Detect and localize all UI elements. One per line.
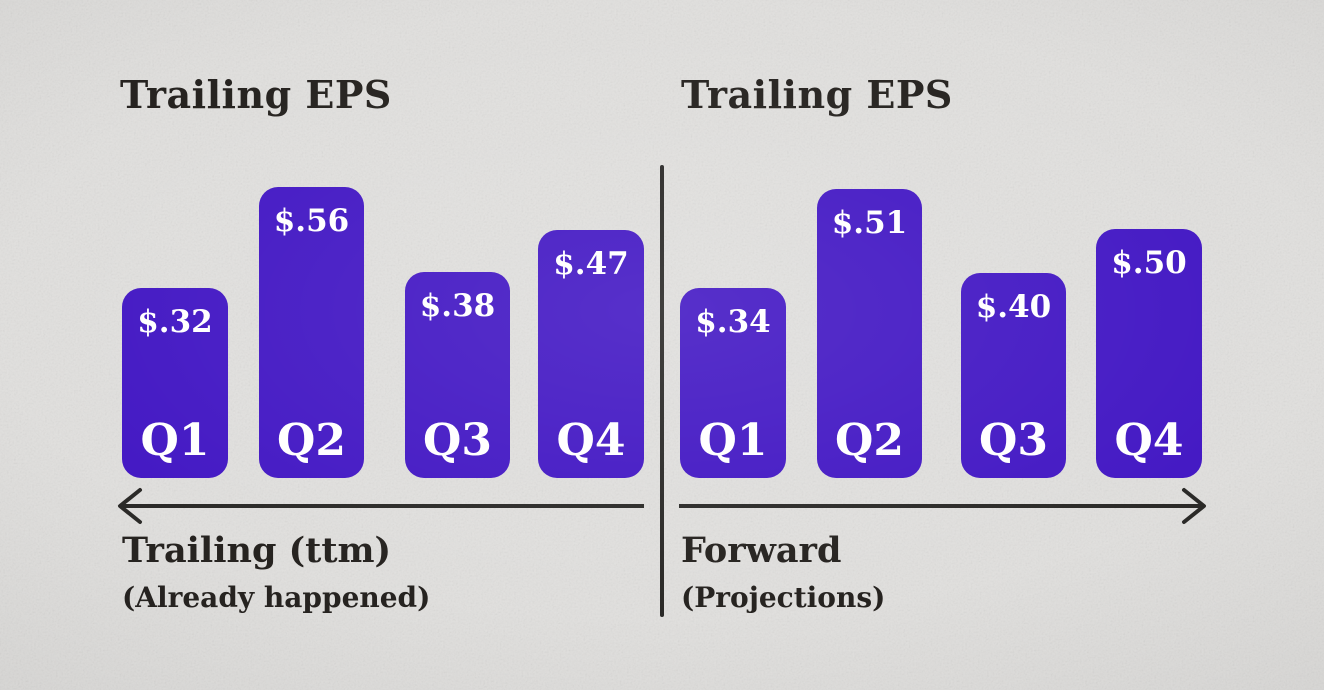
bar-trailing-q3: $.38 Q3 (405, 272, 510, 478)
bar-quarter-label: Q3 (423, 415, 492, 467)
axis-note-forward: (Projections) (681, 581, 886, 614)
forward-right-arrow-icon (679, 488, 1206, 524)
bar-forward-q2: $.51 Q2 (817, 189, 922, 478)
bar-value-label: $.40 (975, 289, 1052, 325)
bar-trailing-q1: $.32 Q1 (122, 288, 228, 478)
bar-value-label: $.47 (553, 246, 629, 282)
bar-value-label: $.32 (137, 304, 213, 340)
bar-forward-q4: $.50 Q4 (1096, 229, 1202, 478)
axis-label-trailing: Trailing (ttm) (122, 530, 392, 571)
bar-trailing-q4: $.47 Q4 (538, 230, 644, 478)
bar-forward-q3: $.40 Q3 (961, 273, 1066, 478)
bar-quarter-label: Q1 (140, 415, 210, 467)
bar-quarter-label: Q4 (1114, 415, 1184, 467)
bar-value-label: $.34 (695, 304, 771, 340)
axis-note-trailing: (Already happened) (122, 581, 431, 614)
bar-value-label: $.50 (1111, 245, 1187, 281)
right-panel-title: Trailing EPS (681, 72, 953, 117)
bar-quarter-label: Q2 (277, 415, 346, 467)
bar-value-label: $.38 (419, 288, 496, 324)
trailing-left-arrow-icon (118, 488, 644, 524)
bar-quarter-label: Q1 (698, 415, 768, 467)
bar-forward-q1: $.34 Q1 (680, 288, 786, 478)
bar-quarter-label: Q4 (556, 415, 626, 467)
bar-quarter-label: Q3 (979, 415, 1048, 467)
axis-label-forward: Forward (681, 530, 842, 571)
bar-value-label: $.56 (273, 203, 350, 239)
bar-trailing-q2: $.56 Q2 (259, 187, 364, 478)
panel-divider (660, 165, 664, 617)
bar-value-label: $.51 (831, 205, 908, 241)
bar-quarter-label: Q2 (835, 415, 904, 467)
left-panel-title: Trailing EPS (120, 72, 392, 117)
